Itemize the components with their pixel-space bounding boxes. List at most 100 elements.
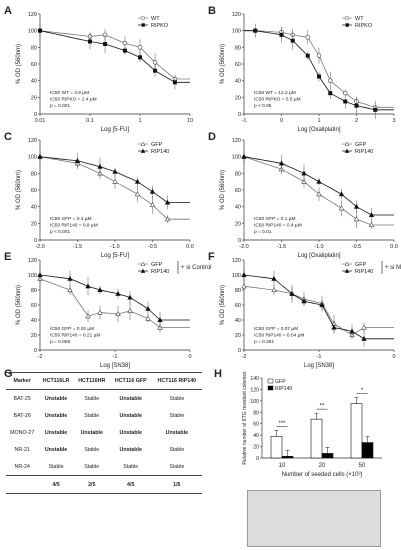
marker-cell: BAT-25	[13, 395, 31, 402]
data-point	[112, 178, 118, 184]
data-point	[301, 298, 307, 304]
y-tick-label: 0	[238, 112, 241, 118]
legend-marker	[344, 268, 350, 273]
legend-marker	[141, 23, 145, 27]
series-line	[39, 30, 190, 80]
y-axis-label: % OD (560nm)	[220, 285, 226, 325]
status-cell: Unstable	[119, 446, 142, 453]
bar	[361, 442, 374, 459]
x-tick-label: 20	[319, 463, 326, 469]
y-tick-label: 120	[232, 138, 241, 144]
data-point	[37, 153, 43, 159]
data-point	[241, 153, 247, 159]
x-axis-label: Log [SN38]	[304, 363, 334, 369]
status-cell: Unstable	[44, 429, 68, 436]
x-tick-label: -2.0	[35, 244, 44, 250]
y-tick-label: 60	[31, 62, 37, 68]
data-point	[290, 38, 295, 43]
annotation: IC50 GFP = 0.1 µM	[254, 216, 295, 222]
legend-label: RIP140	[151, 149, 169, 155]
totals-row: 4/5 2/5 4/5 1/5	[6, 475, 202, 494]
data-point	[316, 53, 322, 58]
legend-marker	[140, 141, 146, 146]
y-tick-label: 0	[238, 238, 241, 244]
legend-label: GFP	[151, 262, 163, 268]
legend-label: RIP140	[355, 149, 373, 155]
data-point	[301, 170, 307, 176]
bar	[270, 435, 283, 459]
y-tick-label: 80	[31, 45, 37, 51]
status-cell: Stable	[84, 446, 100, 453]
table-row: BAT-25 Unstable Stable Unstable Stable	[6, 390, 202, 408]
y-tick-label: 120	[232, 12, 241, 18]
data-point	[279, 32, 284, 37]
x-tick-label: 0.0	[186, 244, 194, 250]
data-point	[328, 78, 333, 83]
y-axis-label: % OD (560nm)	[220, 170, 226, 210]
y-tick-label: 120	[250, 387, 259, 393]
status-cell: Stable	[169, 395, 185, 402]
msi-table: Marker HCT116LR HCT116HR HCT116 GFP HCT1…	[6, 372, 202, 494]
status-cell: Stable	[84, 463, 100, 470]
data-point	[317, 74, 321, 79]
table-body: BAT-25 Unstable Stable Unstable Stable BAT-26…	[6, 390, 202, 494]
legend-label: RIP140	[151, 269, 169, 275]
x-tick-label: 50	[359, 463, 366, 469]
y-tick-label: 140	[250, 376, 259, 382]
data-point	[152, 60, 158, 65]
y-tick-label: 60	[253, 422, 259, 428]
data-point	[97, 163, 103, 169]
data-point	[241, 272, 247, 278]
data-point	[115, 311, 121, 317]
y-tick-label: 20	[235, 221, 241, 227]
bar	[321, 453, 334, 459]
data-point	[97, 309, 103, 315]
table-header-cell: HCT116 GFP	[109, 372, 152, 390]
status-cell: Unstable	[44, 395, 68, 402]
x-tick-label: -2	[242, 354, 247, 360]
legend-marker	[140, 148, 146, 153]
legend-marker	[345, 23, 349, 27]
status-cell: Stable	[123, 463, 139, 470]
table-header-cell: HCT116 RIP140	[151, 372, 202, 390]
data-point	[145, 315, 151, 321]
x-axis-label: Log [5-FU]	[101, 253, 130, 259]
status-cell: Stable	[169, 446, 185, 453]
data-point	[115, 290, 121, 296]
total-cell: 4/5	[38, 475, 74, 494]
y-tick-label: 20	[31, 221, 37, 227]
status-cell: Stable	[48, 463, 64, 470]
data-point	[361, 335, 367, 341]
y-tick-label: 100	[232, 155, 241, 161]
x-tick-label: -1.5	[277, 244, 286, 250]
panel-label: E	[4, 251, 11, 263]
status-cell: Stable	[169, 412, 185, 419]
series-line	[39, 278, 190, 328]
y-tick-label: 0	[34, 348, 37, 354]
panel-label: B	[208, 5, 216, 17]
status-cell: Stable	[84, 412, 100, 419]
legend-label: GFP	[355, 142, 367, 148]
data-point	[85, 283, 91, 289]
y-tick-label: 120	[28, 258, 37, 264]
data-point	[241, 283, 247, 289]
table-row: MONO-27 Unstable Unstable Unstable Unstable	[6, 424, 202, 441]
x-tick-label: -2.0	[239, 244, 248, 250]
x-tick-label: 0	[392, 354, 395, 360]
x-tick-label: -1	[242, 118, 247, 124]
marker-cell: NR-24	[14, 463, 30, 470]
status-cell: Unstable	[119, 395, 142, 402]
data-point	[331, 324, 337, 330]
y-tick-label: 120	[232, 258, 241, 264]
y-tick-label: 120	[28, 138, 37, 144]
x-axis-label: Log [SN38]	[100, 363, 130, 369]
data-point	[153, 68, 158, 73]
legend-label: GFP	[355, 262, 367, 268]
x-axis-label: Log [Oxaliplatin]	[297, 253, 340, 259]
x-tick-label: 0.01	[35, 118, 46, 124]
panel-label: F	[208, 251, 215, 263]
y-tick-label: 60	[31, 303, 37, 309]
bar	[350, 403, 363, 459]
y-tick-label: 20	[31, 95, 37, 101]
